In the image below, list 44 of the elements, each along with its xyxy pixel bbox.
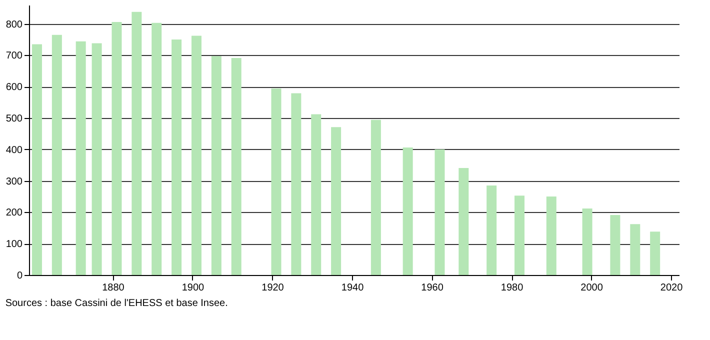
source-note: Sources : base Cassini de l'EHESS et base Insee. bbox=[5, 298, 228, 309]
bar bbox=[402, 148, 413, 275]
bar bbox=[546, 196, 556, 275]
bar bbox=[370, 120, 381, 275]
bar bbox=[271, 88, 282, 275]
x-tick-label: 2020 bbox=[660, 282, 684, 294]
bar bbox=[132, 12, 142, 275]
bar bbox=[152, 22, 162, 275]
bar bbox=[331, 127, 342, 275]
bar bbox=[650, 232, 660, 275]
y-tick-label: 600 bbox=[6, 82, 23, 94]
bar bbox=[76, 41, 86, 275]
bar bbox=[582, 208, 592, 275]
bar bbox=[514, 196, 524, 275]
bar bbox=[291, 93, 302, 275]
y-tick-label: 500 bbox=[6, 114, 23, 125]
bar bbox=[92, 43, 102, 275]
bar bbox=[52, 34, 62, 275]
bar bbox=[311, 114, 322, 275]
bar bbox=[172, 40, 182, 275]
bar bbox=[191, 36, 202, 275]
bar bbox=[231, 58, 242, 275]
bar bbox=[211, 56, 222, 275]
y-tick-label: 700 bbox=[6, 50, 23, 62]
y-tick-label: 800 bbox=[6, 19, 23, 30]
bar bbox=[486, 186, 497, 275]
y-tick-label: 300 bbox=[6, 176, 23, 188]
x-tick-label: 2000 bbox=[580, 282, 604, 294]
x-tick-label: 1980 bbox=[500, 282, 524, 294]
bar bbox=[630, 224, 640, 275]
x-tick-label: 1940 bbox=[341, 282, 364, 294]
y-tick-label: 200 bbox=[6, 208, 23, 219]
bar bbox=[458, 168, 469, 275]
bar bbox=[610, 215, 620, 275]
y-tick-label: 0 bbox=[16, 270, 23, 282]
y-tick-label: 100 bbox=[6, 239, 23, 250]
bar bbox=[112, 22, 122, 275]
x-tick-label: 1880 bbox=[102, 282, 125, 294]
x-tick-label: 1960 bbox=[421, 282, 444, 294]
y-tick-label: 400 bbox=[6, 144, 23, 156]
bar bbox=[32, 44, 42, 275]
x-tick-label: 1900 bbox=[182, 282, 205, 294]
bar bbox=[434, 149, 445, 275]
x-tick-label: 1920 bbox=[262, 282, 284, 294]
